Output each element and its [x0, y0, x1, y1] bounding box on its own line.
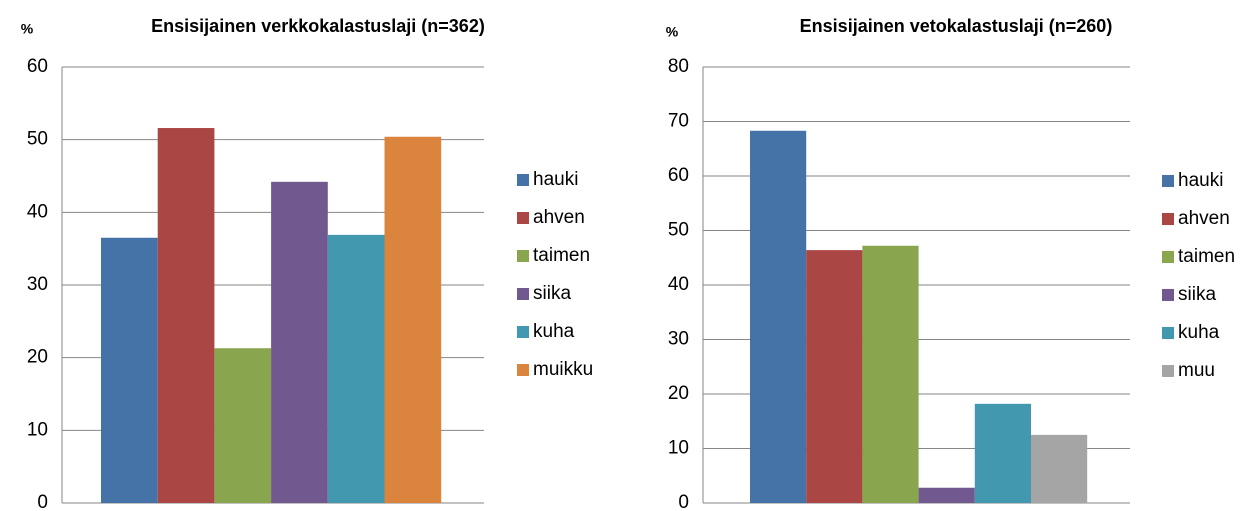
bar: [1031, 434, 1088, 503]
y-tick-label: 20: [668, 383, 689, 404]
bar: [384, 136, 442, 503]
y-tick-label: 50: [668, 220, 689, 241]
legend-swatch: [1162, 365, 1174, 377]
bar: [806, 250, 863, 503]
y-tick-label: 0: [37, 492, 48, 511]
chart-title: Ensisijainen vetokalastuslaji (n=260): [800, 16, 1113, 36]
legend-label: hauki: [1178, 170, 1223, 191]
bar: [214, 348, 272, 503]
legend-label: kuha: [533, 321, 575, 342]
bar: [862, 245, 919, 503]
bar: [271, 181, 328, 503]
legend-label: muikku: [533, 359, 593, 380]
legend-label: taimen: [1178, 246, 1235, 267]
y-tick-label: 10: [668, 438, 689, 459]
y-tick-label: 60: [668, 165, 689, 186]
y-tick-label: 80: [668, 56, 689, 77]
legend-swatch: [517, 288, 529, 300]
bar: [974, 403, 1031, 503]
y-axis-label: %: [666, 24, 679, 40]
legend-swatch: [1162, 327, 1174, 339]
y-tick-label: 20: [27, 347, 48, 368]
y-tick-label: 40: [668, 274, 689, 295]
legend-swatch: [1162, 251, 1174, 263]
legend-swatch: [1162, 175, 1174, 187]
y-tick-label: 70: [668, 111, 689, 132]
legend-swatch: [517, 364, 529, 376]
bar: [327, 234, 385, 504]
legend-label: muu: [1178, 360, 1215, 381]
legend-label: ahven: [533, 207, 585, 228]
y-tick-label: 0: [678, 492, 689, 511]
y-tick-label: 30: [668, 329, 689, 350]
y-tick-label: 10: [27, 419, 48, 440]
bar: [918, 487, 975, 503]
bar: [101, 237, 158, 503]
legend-swatch: [517, 212, 529, 224]
legend-swatch: [517, 250, 529, 262]
legend-label: taimen: [533, 245, 590, 266]
y-tick-label: 30: [27, 274, 48, 295]
legend-swatch: [1162, 289, 1174, 301]
y-axis-label: %: [21, 21, 34, 37]
y-tick-label: 40: [27, 201, 48, 222]
legend-swatch: [517, 326, 529, 338]
legend-swatch: [517, 174, 529, 186]
bar: [750, 130, 807, 503]
bar: [157, 128, 215, 504]
y-tick-label: 50: [27, 129, 48, 150]
legend-label: ahven: [1178, 208, 1230, 229]
y-tick-label: 60: [27, 56, 48, 77]
legend-label: siika: [533, 283, 571, 304]
chart-title: Ensisijainen verkkokalastuslaji (n=362): [151, 16, 485, 36]
legend-swatch: [1162, 213, 1174, 225]
legend-label: kuha: [1178, 322, 1220, 343]
legend-label: hauki: [533, 169, 578, 190]
legend-label: siika: [1178, 284, 1216, 305]
